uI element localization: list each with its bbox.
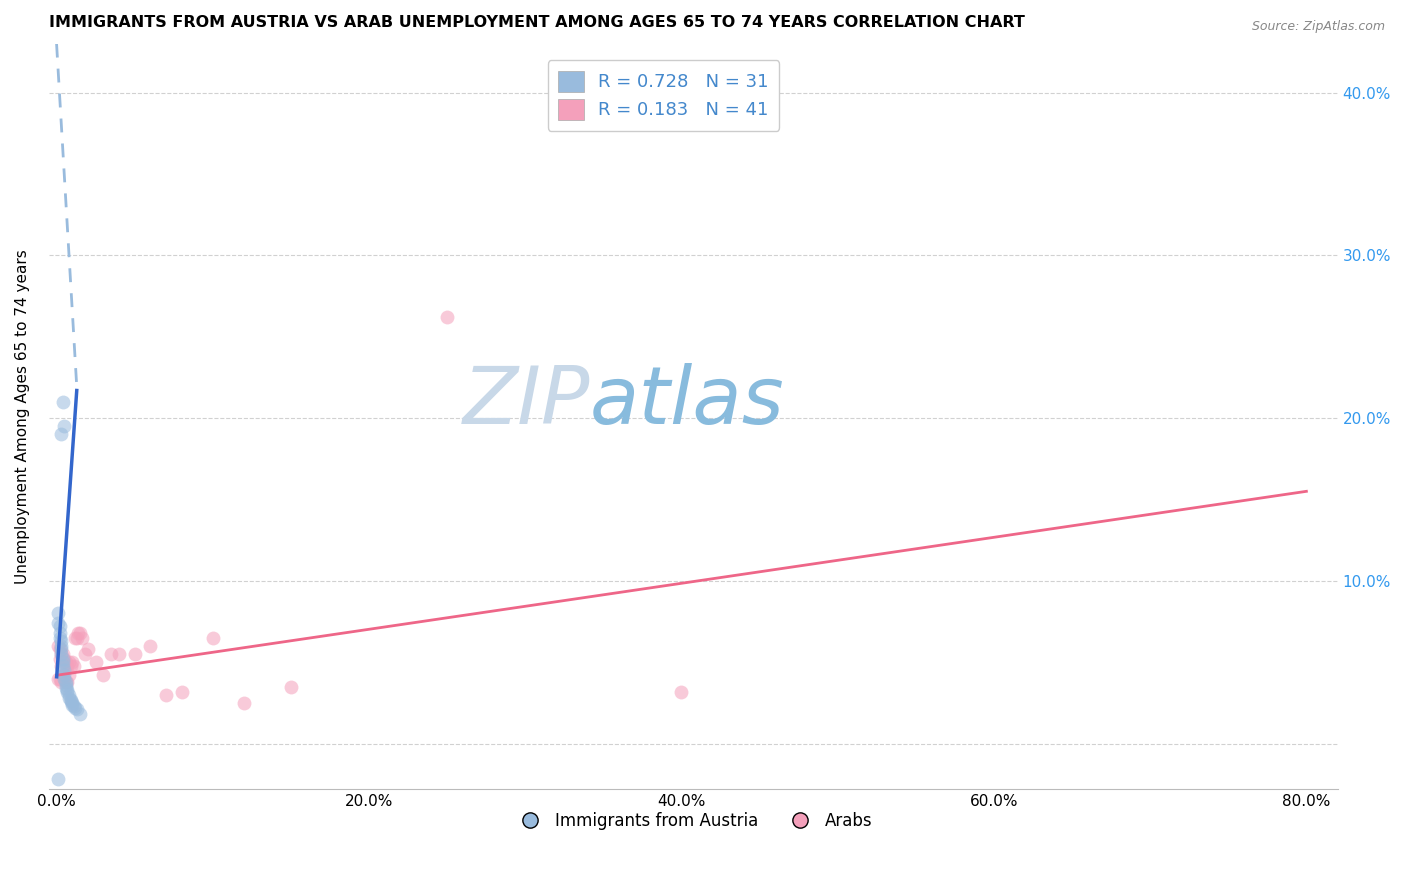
Point bbox=[66, 631, 89, 645]
Point bbox=[46, 607, 69, 621]
Point bbox=[51, 427, 73, 442]
Point bbox=[51, 658, 73, 673]
Point bbox=[56, 684, 79, 698]
Point bbox=[69, 707, 91, 722]
Point bbox=[48, 672, 70, 686]
Point bbox=[51, 647, 73, 661]
Point bbox=[59, 658, 82, 673]
Point bbox=[55, 678, 77, 692]
Point bbox=[53, 672, 76, 686]
Point bbox=[46, 616, 69, 631]
Point bbox=[52, 658, 75, 673]
Point bbox=[55, 681, 77, 696]
Point bbox=[52, 668, 75, 682]
Point bbox=[201, 631, 224, 645]
Point bbox=[671, 684, 693, 698]
Point bbox=[100, 647, 122, 661]
Legend: Immigrants from Austria, Arabs: Immigrants from Austria, Arabs bbox=[508, 805, 880, 837]
Point bbox=[52, 647, 75, 661]
Point bbox=[58, 668, 80, 682]
Point bbox=[51, 639, 73, 653]
Y-axis label: Unemployment Among Ages 65 to 74 years: Unemployment Among Ages 65 to 74 years bbox=[15, 249, 30, 584]
Point bbox=[280, 680, 302, 694]
Point bbox=[93, 668, 115, 682]
Point bbox=[46, 772, 69, 787]
Point bbox=[52, 394, 75, 409]
Point bbox=[56, 658, 79, 673]
Point bbox=[48, 619, 70, 633]
Point bbox=[53, 419, 76, 434]
Point bbox=[108, 647, 131, 661]
Point bbox=[65, 701, 87, 715]
Point bbox=[66, 702, 89, 716]
Point bbox=[124, 647, 146, 661]
Point bbox=[56, 674, 79, 689]
Point bbox=[59, 692, 82, 706]
Text: ZIP: ZIP bbox=[463, 362, 591, 441]
Point bbox=[155, 688, 177, 702]
Point bbox=[52, 655, 75, 669]
Point bbox=[67, 626, 90, 640]
Point bbox=[84, 655, 107, 669]
Point bbox=[48, 626, 70, 640]
Point bbox=[51, 642, 73, 657]
Point bbox=[53, 652, 76, 666]
Point bbox=[58, 688, 80, 702]
Point bbox=[70, 631, 93, 645]
Point bbox=[170, 684, 193, 698]
Point bbox=[46, 639, 69, 653]
Point bbox=[65, 631, 87, 645]
Point bbox=[46, 672, 69, 686]
Point bbox=[53, 668, 76, 682]
Point bbox=[55, 674, 77, 689]
Point bbox=[55, 674, 77, 689]
Point bbox=[48, 631, 70, 645]
Text: Source: ZipAtlas.com: Source: ZipAtlas.com bbox=[1251, 20, 1385, 33]
Point bbox=[76, 642, 98, 657]
Point bbox=[48, 642, 70, 657]
Point bbox=[59, 694, 82, 708]
Point bbox=[233, 696, 256, 710]
Point bbox=[53, 664, 76, 678]
Point bbox=[58, 691, 80, 706]
Point bbox=[436, 310, 458, 325]
Point bbox=[73, 647, 96, 661]
Text: IMMIGRANTS FROM AUSTRIA VS ARAB UNEMPLOYMENT AMONG AGES 65 TO 74 YEARS CORRELATI: IMMIGRANTS FROM AUSTRIA VS ARAB UNEMPLOY… bbox=[49, 15, 1025, 30]
Point bbox=[53, 672, 76, 686]
Point bbox=[60, 698, 83, 712]
Point bbox=[62, 658, 84, 673]
Point bbox=[56, 682, 79, 697]
Point bbox=[58, 655, 80, 669]
Point bbox=[51, 674, 73, 689]
Text: atlas: atlas bbox=[591, 362, 785, 441]
Point bbox=[51, 647, 73, 661]
Point bbox=[48, 652, 70, 666]
Point bbox=[69, 626, 91, 640]
Point bbox=[139, 639, 162, 653]
Point bbox=[55, 655, 77, 669]
Point bbox=[51, 634, 73, 648]
Point bbox=[52, 652, 75, 666]
Point bbox=[62, 699, 84, 714]
Point bbox=[60, 655, 83, 669]
Point bbox=[60, 696, 83, 710]
